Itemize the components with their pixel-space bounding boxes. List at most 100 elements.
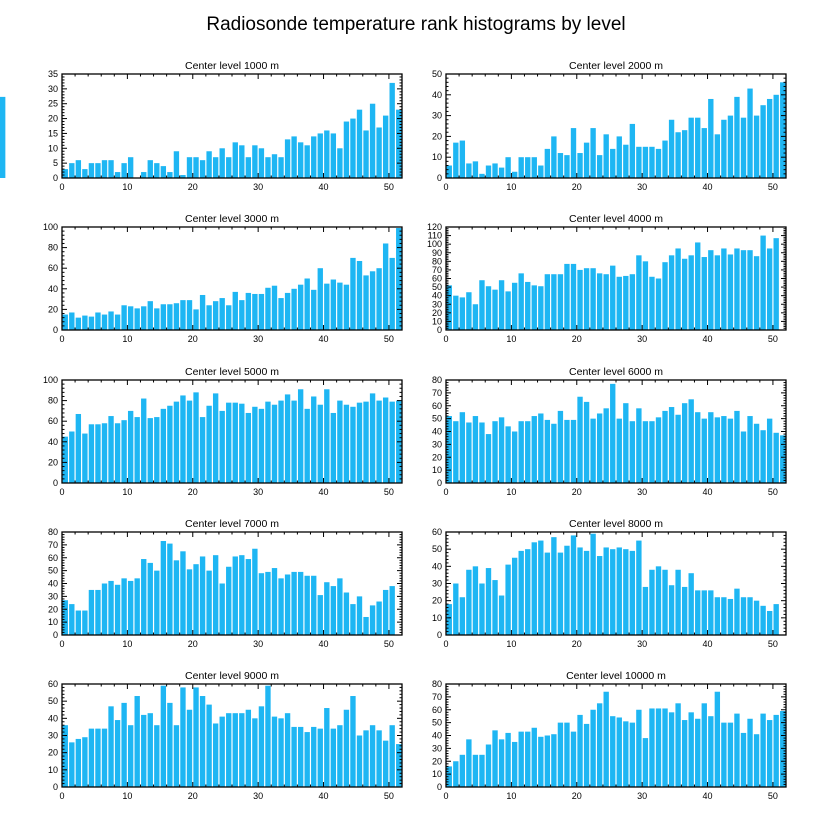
bar: [324, 283, 330, 330]
y-tick-label: 100: [43, 222, 58, 232]
bar: [544, 148, 551, 178]
bar: [141, 398, 147, 483]
bar: [127, 306, 134, 330]
bar: [727, 598, 734, 635]
bar: [69, 431, 75, 483]
bar: [551, 537, 557, 635]
bar: [69, 742, 75, 787]
x-tick-label: 40: [319, 334, 329, 344]
x-tick-label: 30: [253, 334, 263, 344]
bar: [278, 718, 284, 787]
bar: [219, 410, 225, 483]
bar: [766, 720, 773, 787]
bar: [721, 416, 727, 483]
x-tick-label: 20: [572, 639, 582, 649]
x-tick-label: 30: [637, 791, 647, 801]
bar: [389, 725, 395, 787]
bar: [167, 405, 173, 483]
bar: [727, 115, 734, 178]
y-tick-label: 80: [48, 243, 58, 253]
bar: [773, 604, 779, 635]
bar: [564, 545, 570, 635]
bar: [369, 393, 376, 483]
bar: [616, 136, 622, 178]
y-tick-label: 0: [437, 173, 442, 183]
bar: [337, 148, 343, 178]
bar: [95, 728, 101, 787]
x-tick-label: 20: [188, 334, 198, 344]
bar: [773, 714, 779, 787]
bar: [284, 139, 291, 178]
bar: [278, 298, 284, 330]
panel-4: Center level 5000 m 0 10 20 30 40 50 0 20 40 60 80 1…: [43, 366, 403, 497]
y-tick-label: 0: [53, 478, 58, 488]
bar: [245, 292, 252, 330]
panel-9: Center level 10000 m 0 10 20 30 40 50 0 10 20 30 40…: [432, 670, 787, 801]
bar: [727, 722, 734, 788]
bar: [629, 550, 636, 635]
bar: [69, 312, 75, 330]
bar: [570, 535, 577, 635]
bar: [199, 556, 206, 635]
bar: [583, 401, 590, 483]
y-tick-label: 60: [48, 679, 58, 689]
bar: [317, 133, 323, 178]
x-tick-label: 50: [768, 639, 778, 649]
bar: [75, 413, 82, 483]
y-tick-label: 20: [432, 308, 442, 318]
bar: [596, 413, 603, 483]
x-tick-label: 0: [443, 182, 448, 192]
bar: [747, 250, 753, 330]
bar: [525, 549, 531, 635]
bar: [343, 592, 350, 635]
bar: [199, 294, 206, 330]
bar: [382, 115, 389, 178]
bar: [141, 306, 147, 330]
bar: [356, 402, 363, 483]
bar: [498, 739, 505, 787]
bar: [297, 726, 304, 787]
bar: [297, 571, 304, 635]
bar: [498, 167, 505, 178]
bar: [466, 739, 472, 787]
bar: [740, 117, 747, 178]
bar: [101, 583, 108, 635]
x-tick-label: 50: [384, 487, 394, 497]
x-tick-label: 50: [768, 791, 778, 801]
panel-title: Center level 10000 m: [566, 670, 666, 682]
bar: [655, 708, 662, 787]
bar: [688, 712, 694, 787]
bar: [459, 297, 466, 330]
x-tick-label: 20: [572, 334, 582, 344]
bar: [642, 586, 649, 635]
y-tick-label: 70: [432, 388, 442, 398]
panel-title: Center level 1000 m: [185, 60, 279, 72]
bar: [180, 551, 186, 635]
bar: [232, 402, 238, 483]
bar: [479, 280, 485, 330]
bar: [655, 417, 662, 483]
bar: [636, 408, 642, 483]
bar: [304, 732, 310, 787]
bar: [688, 117, 694, 178]
y-tick-label: 110: [428, 231, 442, 241]
bar: [518, 731, 524, 787]
bar: [330, 133, 337, 178]
bar: [492, 163, 498, 178]
bar: [226, 713, 232, 787]
bar: [193, 392, 199, 483]
bar: [95, 589, 101, 635]
x-tick-label: 10: [506, 791, 516, 801]
bar: [199, 417, 206, 483]
bar: [363, 730, 369, 787]
bar: [304, 575, 310, 635]
bar: [564, 419, 570, 483]
bar: [616, 717, 622, 787]
bar: [472, 416, 479, 483]
bar: [655, 566, 662, 635]
bar: [95, 163, 101, 178]
bar: [668, 119, 675, 178]
bar: [173, 560, 180, 635]
bar: [603, 691, 609, 787]
bar: [479, 173, 485, 178]
